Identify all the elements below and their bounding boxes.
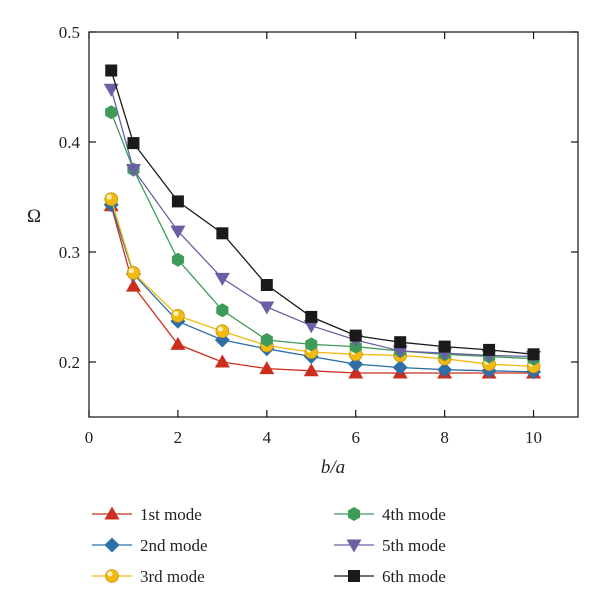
series-1 xyxy=(103,198,542,379)
data-point xyxy=(260,279,273,291)
legend-marker xyxy=(104,537,120,553)
data-point xyxy=(260,333,273,347)
legend-item: 2nd mode xyxy=(92,536,208,555)
data-point xyxy=(305,310,318,323)
y-tick-label: 0.2 xyxy=(59,353,80,372)
data-point xyxy=(126,266,141,280)
data-point xyxy=(259,301,275,315)
data-point xyxy=(349,329,362,342)
legend-marker xyxy=(348,570,360,582)
data-point xyxy=(171,252,184,267)
data-point xyxy=(104,192,119,206)
legend-label: 2nd mode xyxy=(140,536,208,555)
data-point xyxy=(392,345,408,359)
data-point xyxy=(216,227,229,240)
legend-marker xyxy=(347,507,361,521)
legend-marker xyxy=(346,539,362,553)
data-point-highlight xyxy=(128,268,135,274)
data-point xyxy=(438,340,451,353)
series-6 xyxy=(105,64,540,361)
data-point xyxy=(127,137,140,150)
data-point xyxy=(527,348,540,361)
y-tick-label: 0.4 xyxy=(59,133,81,152)
y-axis-title: Ω xyxy=(27,206,41,227)
data-point xyxy=(125,278,141,292)
legend-marker-highlight xyxy=(107,571,113,577)
series-layer xyxy=(103,64,542,380)
x-tick-label: 6 xyxy=(351,428,360,447)
data-point xyxy=(348,356,364,372)
data-point-highlight xyxy=(217,326,223,332)
legend-item: 1st mode xyxy=(92,505,202,524)
x-tick-label: 2 xyxy=(174,428,183,447)
data-point xyxy=(170,225,186,239)
series-4 xyxy=(105,105,540,366)
data-point xyxy=(305,337,318,352)
legend-marker xyxy=(105,569,119,583)
data-point xyxy=(259,361,275,375)
data-point xyxy=(348,365,364,379)
x-tick-label: 4 xyxy=(263,428,272,447)
data-point xyxy=(125,164,141,177)
legend-item: 5th mode xyxy=(334,536,446,555)
data-point xyxy=(105,105,118,120)
legend-label: 1st mode xyxy=(140,505,202,524)
legend-label: 5th mode xyxy=(382,536,446,555)
plot-frame xyxy=(88,31,579,418)
data-point xyxy=(215,324,230,339)
y-tick-label: 0.3 xyxy=(59,243,80,262)
legend-item: 4th mode xyxy=(334,505,446,524)
data-point xyxy=(103,83,119,97)
data-point xyxy=(171,195,184,208)
series-line xyxy=(110,199,534,368)
data-point xyxy=(437,362,453,378)
x-tick-label: 8 xyxy=(440,428,449,447)
data-point xyxy=(171,308,185,323)
legend-label: 6th mode xyxy=(382,567,446,586)
legend-marker xyxy=(104,506,120,520)
data-point-highlight xyxy=(173,311,179,317)
data-point xyxy=(394,336,407,349)
legend-item: 6th mode xyxy=(334,567,446,586)
data-point xyxy=(214,354,230,368)
legend-label: 3rd mode xyxy=(140,567,205,586)
data-point xyxy=(303,363,319,377)
data-point xyxy=(214,272,230,286)
data-point xyxy=(303,320,319,334)
data-point xyxy=(392,360,408,375)
x-tick-label: 10 xyxy=(525,428,542,447)
data-point xyxy=(216,303,229,318)
x-tick-label: 0 xyxy=(85,428,94,447)
axes: 0 2 4 6 8 10 0.2 0.3 0.4 0.5 xyxy=(59,23,578,447)
legend: 1st mode 2nd mode 3rd mode 4th mode 5th mode… xyxy=(92,505,446,586)
data-point-highlight xyxy=(106,194,112,200)
data-point xyxy=(483,343,496,356)
legend-item: 3rd mode xyxy=(92,567,205,586)
legend-label: 4th mode xyxy=(382,505,446,524)
data-point xyxy=(170,336,186,350)
y-tick-label: 0.5 xyxy=(59,23,80,42)
x-axis-title: b/a xyxy=(321,457,345,478)
data-point xyxy=(105,64,118,77)
